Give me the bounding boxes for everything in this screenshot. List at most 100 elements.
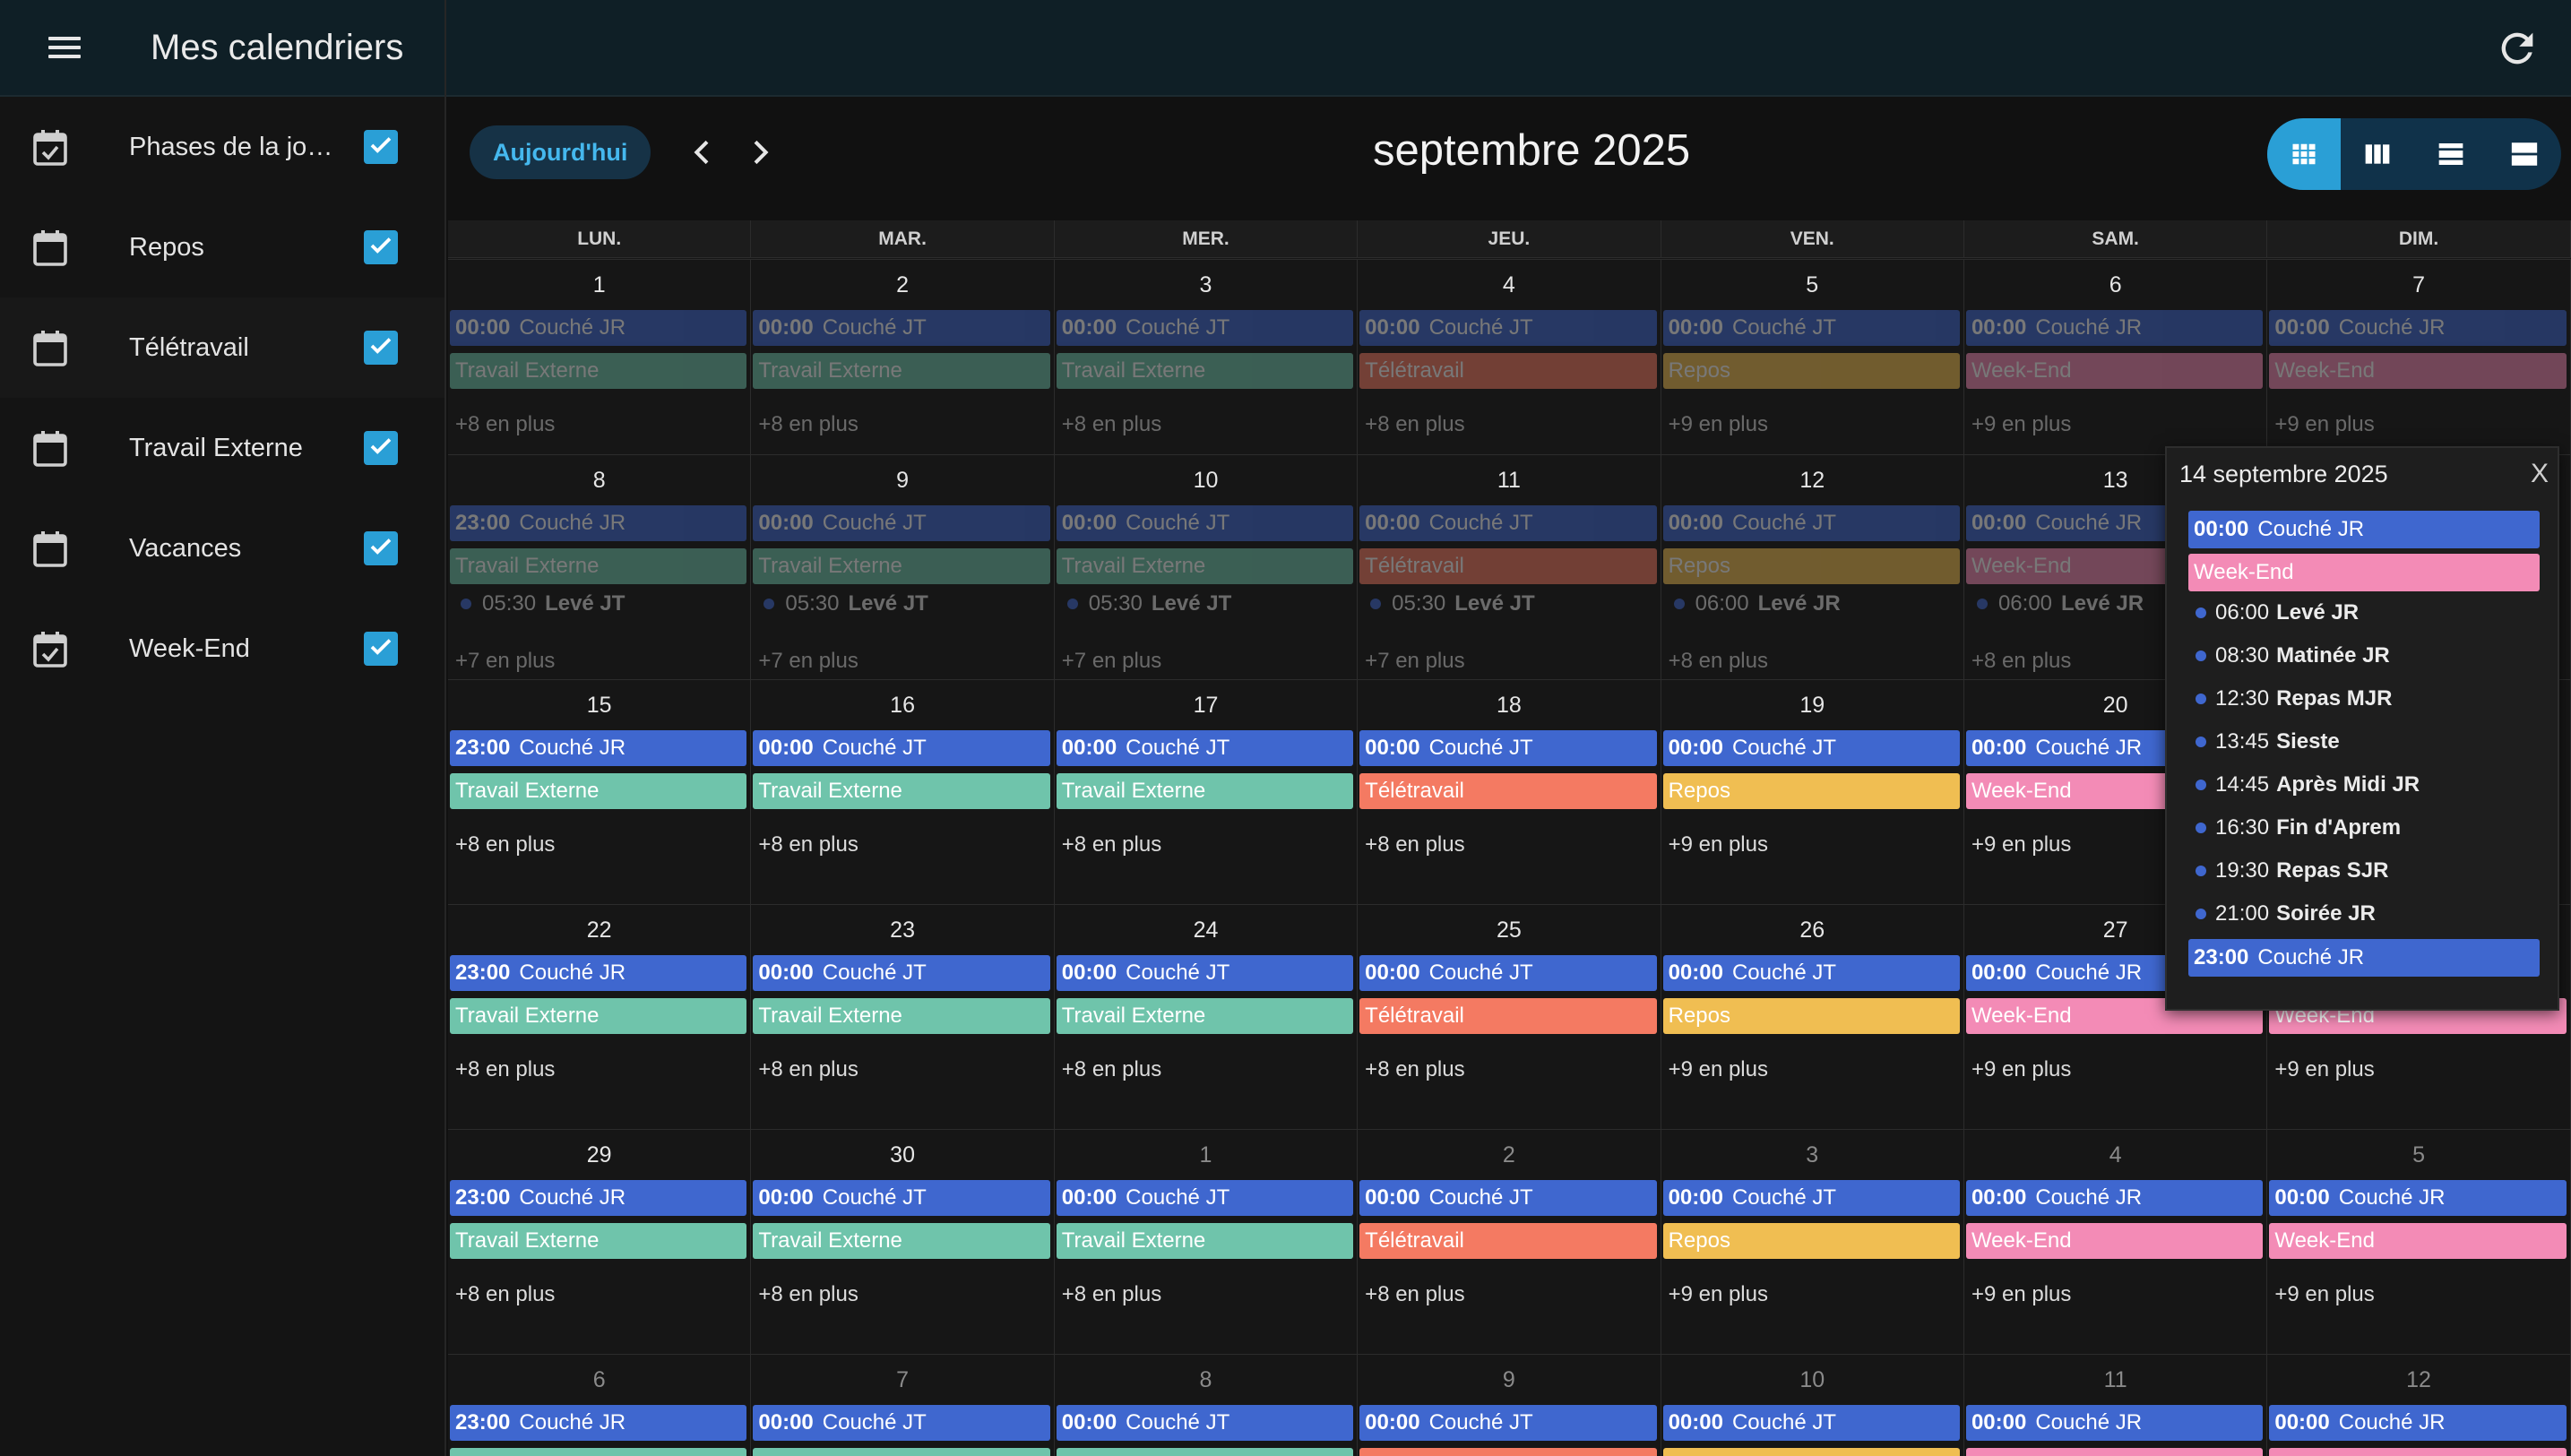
event-bar[interactable]: 00:00 Couché JT	[753, 310, 1050, 346]
popover-event-bar[interactable]: Week-End	[2188, 554, 2540, 591]
day-cell[interactable]: 10 00:00 Couché JT Travail Externe 05:30 Levé…	[1055, 455, 1359, 679]
day-cell[interactable]: 4 00:00 Couché JT Télétravail +8 en plus	[1358, 260, 1661, 454]
day-cell[interactable]: 10 00:00 Couché JT	[1661, 1355, 1964, 1456]
day-number[interactable]: 11	[1497, 468, 1521, 493]
popover-timed-event[interactable]: 16:30 Fin d'Aprem	[2196, 815, 2401, 840]
day-number[interactable]: 4	[1502, 272, 1515, 297]
event-bar[interactable]: Travail Externe	[1056, 998, 1354, 1034]
day-number[interactable]: 2	[1502, 1142, 1515, 1167]
day-cell[interactable]: 1 00:00 Couché JT Travail Externe +8 en plus	[1055, 1130, 1359, 1354]
event-bar[interactable]: 00:00 Couché JT	[1056, 1405, 1354, 1441]
more-events-link[interactable]: +8 en plus	[1971, 649, 2072, 673]
event-bar[interactable]: Télétravail	[1359, 773, 1657, 809]
event-bar[interactable]: Travail Externe	[450, 1223, 747, 1259]
event-bar[interactable]: 23:00 Couché JR	[450, 505, 747, 541]
timed-event[interactable]: 05:30 Levé JT	[1066, 591, 1231, 616]
sidebar-calendar-item[interactable]: Week-End	[0, 599, 444, 699]
event-bar[interactable]: Travail Externe	[753, 998, 1050, 1034]
day-cell[interactable]: 11 00:00 Couché JR	[1964, 1355, 2268, 1456]
more-events-link[interactable]: +8 en plus	[1365, 832, 1465, 857]
event-bar[interactable]: 00:00 Couché JT	[1056, 310, 1354, 346]
day-cell[interactable]: 8 00:00 Couché JT	[1055, 1355, 1359, 1456]
event-bar[interactable]: 00:00 Couché JT	[1359, 1180, 1657, 1216]
event-bar[interactable]: Travail Externe	[450, 548, 747, 584]
event-bar[interactable]: 23:00 Couché JR	[450, 730, 747, 766]
more-events-link[interactable]: +7 en plus	[1365, 649, 1465, 673]
day-number[interactable]: 13	[2102, 468, 2128, 493]
popover-timed-event[interactable]: 12:30 Repas MJR	[2196, 686, 2392, 711]
event-bar[interactable]: 00:00 Couché JR	[2269, 1405, 2567, 1441]
event-bar[interactable]: 00:00 Couché JR	[1965, 1180, 2264, 1216]
day-number[interactable]: 3	[1806, 1142, 1819, 1167]
event-bar[interactable]	[450, 1448, 747, 1456]
day-cell[interactable]: 17 00:00 Couché JT Travail Externe +8 en plu…	[1055, 680, 1359, 904]
refresh-button[interactable]	[2494, 25, 2541, 72]
day-cell[interactable]: 2 00:00 Couché JT Télétravail +8 en plus	[1358, 1130, 1661, 1354]
day-number[interactable]: 29	[586, 1142, 612, 1167]
day-number[interactable]: 16	[890, 693, 915, 718]
day-number[interactable]: 25	[1496, 918, 1522, 943]
more-events-link[interactable]: +9 en plus	[1971, 412, 2072, 436]
day-cell[interactable]: 3 00:00 Couché JT Travail Externe +8 en plus	[1055, 260, 1359, 454]
event-bar[interactable]: 00:00 Couché JT	[1662, 955, 1960, 991]
event-bar[interactable]: 00:00 Couché JT	[1056, 505, 1354, 541]
day-cell[interactable]: 5 00:00 Couché JT Repos +9 en plus	[1661, 260, 1964, 454]
next-month-button[interactable]	[742, 134, 778, 170]
sidebar-calendar-item[interactable]: Repos	[0, 197, 444, 297]
calendar-checkbox[interactable]	[364, 230, 398, 264]
day-number[interactable]: 10	[1799, 1367, 1825, 1392]
event-bar[interactable]: 00:00 Couché JT	[1662, 505, 1960, 541]
today-button[interactable]: Aujourd'hui	[470, 125, 651, 179]
day-number[interactable]: 2	[896, 272, 910, 297]
event-bar[interactable]: 00:00 Couché JT	[753, 1405, 1050, 1441]
day-number[interactable]: 10	[1193, 468, 1219, 493]
day-number[interactable]: 23	[890, 918, 915, 943]
more-events-link[interactable]: +7 en plus	[758, 649, 858, 673]
event-bar[interactable]: 00:00 Couché JT	[1056, 1180, 1354, 1216]
timed-event[interactable]: 06:00 Levé JR	[1976, 591, 2144, 616]
event-bar[interactable]: 23:00 Couché JR	[450, 1405, 747, 1441]
day-number[interactable]: 4	[2109, 1142, 2122, 1167]
event-bar[interactable]	[1662, 1448, 1960, 1456]
popover-timed-event[interactable]: 13:45 Sieste	[2196, 729, 2340, 754]
event-bar[interactable]: 00:00 Couché JR	[1965, 1405, 2264, 1441]
day-cell[interactable]: 7 00:00 Couché JT	[751, 1355, 1055, 1456]
event-bar[interactable]: 00:00 Couché JT	[1056, 730, 1354, 766]
more-events-link[interactable]: +9 en plus	[1668, 832, 1768, 857]
day-number[interactable]: 18	[1496, 693, 1522, 718]
day-number[interactable]: 7	[2412, 272, 2425, 297]
event-bar[interactable]: Télétravail	[1359, 353, 1657, 389]
more-events-link[interactable]: +8 en plus	[455, 832, 556, 857]
day-number[interactable]: 11	[2103, 1367, 2127, 1392]
day-cell[interactable]: 24 00:00 Couché JT Travail Externe +8 en plu…	[1055, 905, 1359, 1129]
more-events-link[interactable]: +8 en plus	[1365, 412, 1465, 436]
more-events-link[interactable]: +8 en plus	[1061, 832, 1162, 857]
event-bar[interactable]: 00:00 Couché JR	[1965, 310, 2264, 346]
week-view-button[interactable]	[2341, 118, 2414, 190]
event-bar[interactable]: 00:00 Couché JT	[753, 955, 1050, 991]
day-number[interactable]: 12	[1799, 468, 1825, 493]
timed-event[interactable]: 05:30 Levé JT	[764, 591, 928, 616]
event-bar[interactable]: Télétravail	[1359, 998, 1657, 1034]
day-cell[interactable]: 29 23:00 Couché JR Travail Externe +8 en plu…	[448, 1130, 752, 1354]
more-events-link[interactable]: +8 en plus	[1061, 412, 1162, 436]
event-bar[interactable]: 00:00 Couché JT	[1359, 1405, 1657, 1441]
event-bar[interactable]: Repos	[1662, 548, 1960, 584]
day-cell[interactable]: 1 00:00 Couché JR Travail Externe +8 en plus	[448, 260, 752, 454]
day-number[interactable]: 5	[1806, 272, 1819, 297]
more-events-link[interactable]: +9 en plus	[1971, 832, 2072, 857]
event-bar[interactable]: 00:00 Couché JT	[1662, 1405, 1960, 1441]
event-bar[interactable]: Travail Externe	[1056, 1223, 1354, 1259]
day-number[interactable]: 17	[1193, 693, 1219, 718]
event-bar[interactable]: Repos	[1662, 353, 1960, 389]
calendar-checkbox[interactable]	[364, 130, 398, 164]
sidebar-calendar-item[interactable]: Télétravail	[0, 297, 444, 398]
calendar-checkbox[interactable]	[364, 431, 398, 465]
more-events-link[interactable]: +8 en plus	[455, 412, 556, 436]
more-events-link[interactable]: +9 en plus	[2274, 1282, 2375, 1306]
day-number[interactable]: 19	[1799, 693, 1825, 718]
event-bar[interactable]: Travail Externe	[450, 998, 747, 1034]
event-bar[interactable]: 00:00 Couché JR	[2269, 310, 2567, 346]
event-bar[interactable]: Week-End	[2269, 1223, 2567, 1259]
event-bar[interactable]: 00:00 Couché JT	[1359, 310, 1657, 346]
